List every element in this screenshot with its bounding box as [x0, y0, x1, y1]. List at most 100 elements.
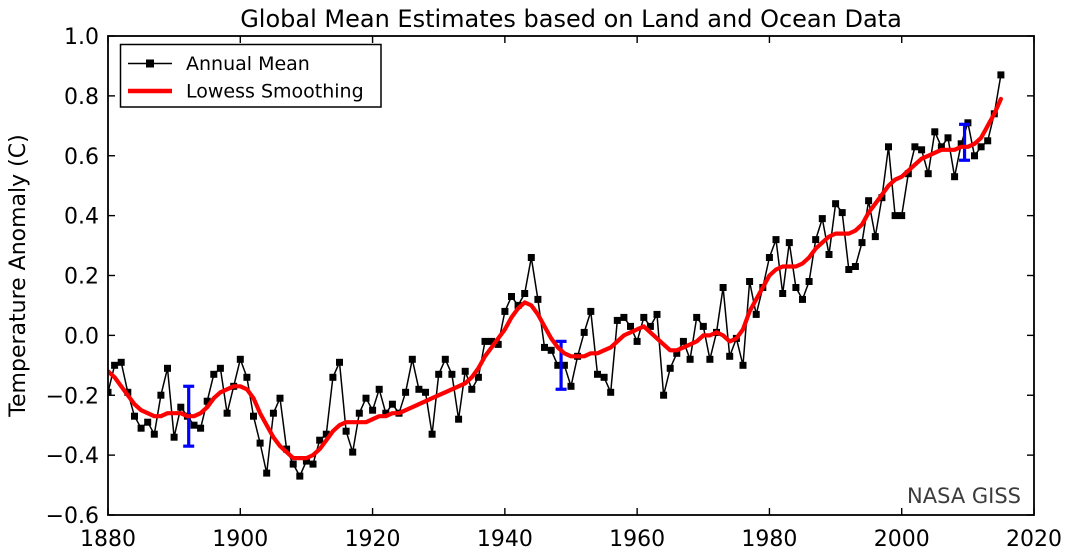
x-tick-label: 1980 — [741, 527, 797, 552]
y-axis-label: Temperature Anomaly (C) — [6, 134, 31, 417]
annual-mean-marker — [620, 313, 628, 321]
annual-mean-marker — [587, 307, 595, 315]
annual-mean-marker — [190, 421, 198, 429]
annual-mean-marker — [785, 239, 793, 247]
annual-mean-marker — [309, 460, 317, 468]
legend-annual-marker-swatch — [146, 59, 154, 68]
y-tick-label: 0.2 — [64, 265, 99, 290]
annual-mean-line — [108, 74, 1002, 477]
annual-mean-marker — [885, 143, 892, 151]
annual-mean-marker — [904, 170, 912, 178]
annual-mean-marker — [342, 427, 350, 435]
annual-mean-marker — [388, 400, 396, 408]
annual-mean-marker — [441, 355, 449, 363]
annual-mean-marker — [633, 337, 641, 345]
annual-mean-marker — [931, 128, 939, 136]
annual-mean-marker — [461, 367, 469, 375]
annual-mean-marker — [613, 316, 621, 324]
annual-mean-marker — [488, 337, 496, 345]
annual-mean-marker — [845, 266, 853, 273]
annual-mean-marker — [117, 358, 125, 366]
annual-mean-marker — [150, 430, 158, 438]
annual-mean-marker — [686, 355, 694, 363]
annual-mean-marker — [210, 370, 218, 378]
annual-mean-marker — [375, 385, 383, 393]
legend-annual-label: Annual Mean — [186, 53, 310, 75]
nasa-giss-watermark: NASA GISS — [907, 484, 1021, 508]
annual-mean-marker — [911, 143, 919, 151]
annual-mean-marker — [269, 409, 277, 417]
annual-mean-marker — [322, 430, 330, 438]
annual-mean-marker — [223, 409, 231, 417]
x-tick-label: 2020 — [1006, 527, 1062, 552]
annual-mean-marker — [799, 295, 806, 303]
annual-mean-marker — [693, 313, 701, 321]
x-tick-label: 1880 — [80, 527, 136, 552]
annual-mean-marker — [580, 328, 588, 336]
annual-mean-marker — [276, 394, 284, 402]
annual-mean-marker — [746, 278, 754, 285]
chart-title: Global Mean Estimates based on Land and … — [240, 5, 902, 33]
annual-mean-marker — [250, 412, 257, 420]
annual-mean-marker — [653, 310, 661, 318]
lowess-smoothing-line — [108, 96, 1003, 461]
y-tick-label: 0.4 — [64, 205, 99, 230]
annual-mean-marker — [468, 385, 476, 393]
annual-mean-marker — [329, 373, 337, 381]
y-tick-label: −0.6 — [46, 504, 99, 529]
annual-mean-marker — [812, 236, 820, 244]
y-tick-label: 0.6 — [64, 145, 99, 170]
annual-mean-marker — [256, 439, 264, 447]
x-tick-label: 2000 — [874, 527, 930, 552]
annual-mean-marker — [474, 373, 482, 381]
annual-mean-marker — [283, 445, 291, 453]
annual-mean-marker — [871, 233, 879, 241]
annual-mean-marker — [851, 263, 859, 270]
legend: Annual Mean Lowess Smoothing — [119, 43, 382, 108]
y-tick-label: −0.2 — [46, 384, 99, 409]
annual-mean-marker — [402, 388, 410, 396]
annual-mean-marker — [607, 388, 615, 396]
annual-mean-marker — [521, 290, 529, 297]
annual-mean-marker — [355, 409, 363, 417]
annual-mean-marker — [428, 430, 436, 438]
x-tick-label: 1940 — [477, 527, 533, 552]
y-tick-label: −0.4 — [46, 444, 99, 469]
annual-mean-marker — [726, 352, 734, 360]
annual-mean-marker — [944, 134, 952, 142]
annual-mean-marker — [415, 385, 423, 393]
annual-mean-marker — [236, 355, 244, 363]
annual-mean-marker — [408, 355, 416, 363]
x-tick-label: 1960 — [609, 527, 665, 552]
annual-mean-marker — [111, 361, 119, 369]
annual-mean-marker — [567, 382, 575, 390]
annual-mean-markers — [108, 71, 1005, 480]
annual-mean-marker — [534, 295, 542, 303]
annual-mean-marker — [898, 212, 906, 220]
annual-mean-marker — [144, 418, 152, 426]
annual-mean-marker — [435, 370, 443, 378]
annual-mean-marker — [336, 358, 343, 366]
annual-mean-marker — [547, 346, 555, 354]
annual-mean-marker — [660, 391, 668, 399]
annual-mean-marker — [554, 361, 562, 369]
annual-mean-marker — [646, 322, 654, 330]
annual-mean-marker — [216, 364, 224, 372]
annual-mean-marker — [369, 406, 377, 414]
y-tick-label: 1.0 — [64, 25, 99, 50]
annual-mean-marker — [673, 349, 681, 357]
annual-mean-marker — [865, 197, 873, 205]
annual-mean-marker — [448, 370, 456, 378]
annual-mean-marker — [792, 284, 800, 291]
annual-mean-marker — [203, 397, 211, 405]
annual-mean-marker — [924, 170, 932, 178]
annual-mean-marker — [984, 137, 992, 145]
annual-mean-marker — [508, 293, 515, 300]
annual-mean-marker — [177, 403, 185, 411]
annual-mean-marker — [765, 254, 773, 261]
annual-mean-marker — [706, 355, 714, 363]
annual-mean-marker — [825, 251, 833, 258]
annual-mean-marker — [779, 290, 787, 297]
annual-mean-marker — [858, 239, 866, 247]
